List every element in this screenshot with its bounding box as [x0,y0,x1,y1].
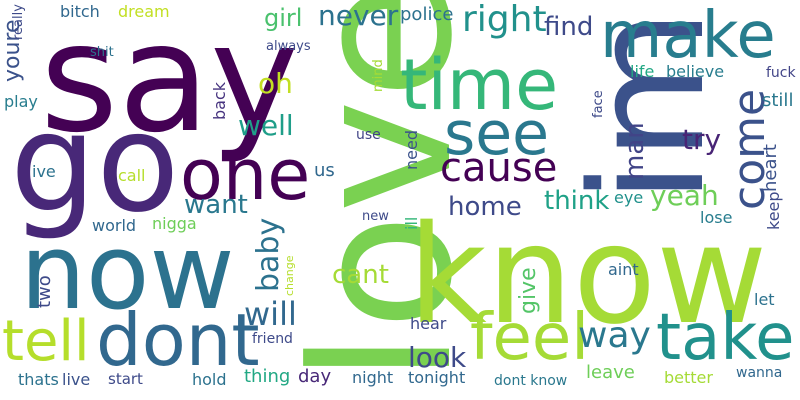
word-man: man [620,122,650,180]
word-yeah: yeah [650,179,719,212]
word-face: face [591,90,606,118]
word-tonight: tonight [408,368,466,387]
word-think: think [544,186,610,216]
word-really: really [11,4,26,40]
word-wanna: wanna [736,365,783,381]
word-want: want [184,190,248,220]
word-take: take [656,301,795,375]
word-need: need [402,130,421,170]
word-time: time [400,44,559,126]
word-well: well [238,109,294,142]
word-ill: ill [402,216,421,230]
word-mind: mind [371,59,386,92]
word-ive: ive [32,162,56,181]
word-look: look [408,341,467,374]
word-will: will [244,295,297,333]
word-heart: heart [760,144,781,192]
word-better: better [664,368,713,387]
word-dream: dream [118,2,170,21]
word-oh: oh [258,67,293,100]
word-now: now [20,211,235,333]
word-world: world [92,216,137,235]
word-hear: hear [410,314,447,333]
word-still: still [762,90,794,111]
word-girl: girl [264,4,303,32]
word-always: always [266,39,311,54]
word-never: never [318,0,399,32]
word-bitch: bitch [60,2,100,21]
word-eye: eye [614,188,644,207]
word-hold: hold [192,370,227,389]
word-cant: cant [332,260,389,290]
word-new: new [362,209,389,224]
word-night: night [352,368,394,387]
word-cause: cause [440,145,558,191]
word-thing: thing [244,366,291,387]
word-us: us [314,160,335,181]
word-keep: keep [764,191,783,230]
word-baby: baby [251,217,286,292]
word-see: see [444,99,550,169]
word-fuck: fuck [766,65,796,81]
word-life: life [630,62,655,81]
word-dont-know: dont know [494,373,568,389]
word-use: use [356,127,381,143]
word-nigga: nigga [152,214,197,233]
word-day: day [298,366,332,387]
word-way: way [578,315,651,356]
word-aint: aint [608,260,639,279]
word-back: back [210,81,229,120]
word-right: right [462,0,547,40]
word-thats: thats [18,370,59,389]
word-let: let [754,290,775,309]
word-leave: leave [586,362,635,383]
word-one: one [180,134,311,216]
word-change: change [283,255,296,296]
word-find: find [544,12,594,42]
word-two: two [34,275,55,308]
word-police: police [400,4,454,25]
word-say: say [40,0,299,166]
word-lose: lose [700,208,733,227]
word-give: give [516,267,541,314]
word-dont: dont [96,298,260,382]
word-start: start [108,370,143,388]
word-make: make [600,0,776,73]
word-try: try [682,123,722,156]
word-play: play [4,92,38,111]
word-know: know [408,197,768,355]
word-live: live [62,370,91,389]
word-shit: shit [90,45,114,60]
word-believe: believe [666,62,725,81]
word-call: call [118,166,146,185]
word-home: home [448,192,522,222]
word-tell: tell [2,309,90,374]
word-friend: friend [252,331,293,347]
word-go: go [10,85,180,243]
word-feel: feel [470,301,590,375]
